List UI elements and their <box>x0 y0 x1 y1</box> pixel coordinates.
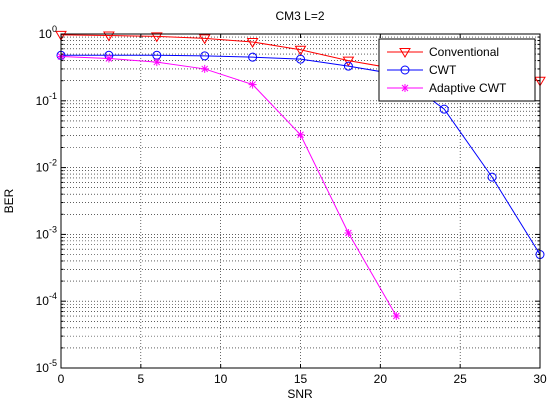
data-point <box>439 104 449 114</box>
series-line <box>60 56 397 317</box>
chart-title: CM3 L=2 <box>275 9 324 23</box>
y-tick-label: 100 <box>39 24 57 41</box>
data-point <box>343 61 353 71</box>
y-tick-label: 10-3 <box>36 224 57 241</box>
data-point <box>399 48 411 58</box>
x-axis-label: SNR <box>287 387 313 401</box>
data-point <box>150 32 163 43</box>
data-point <box>296 130 305 139</box>
y-tick-label: 10-4 <box>36 291 57 308</box>
data-point <box>248 80 257 89</box>
data-point <box>200 51 210 61</box>
series-layer <box>55 30 546 321</box>
data-point <box>103 31 115 42</box>
data-point <box>392 312 401 321</box>
y-tick-label: 10-2 <box>36 158 57 175</box>
data-point <box>401 84 409 92</box>
legend-entry-label: CWT <box>429 63 457 77</box>
data-point <box>400 65 410 75</box>
data-point <box>152 58 161 67</box>
data-point <box>248 52 258 62</box>
x-tick-label: 10 <box>214 372 228 386</box>
series-line <box>61 54 541 255</box>
x-tick-label: 25 <box>453 372 467 386</box>
x-tick-label: 5 <box>137 372 144 386</box>
data-point <box>200 64 209 73</box>
y-axis-label: BER <box>2 188 16 213</box>
x-tick-label: 0 <box>58 372 65 386</box>
legend: Conventional CWT Adaptive CWT <box>378 38 536 102</box>
legend-entry-label: Adaptive CWT <box>429 81 507 95</box>
data-point <box>198 34 211 45</box>
x-tick-label: 30 <box>533 372 547 386</box>
x-tick-label: 20 <box>374 372 388 386</box>
data-point <box>487 172 497 182</box>
data-point <box>342 56 355 67</box>
data-point <box>55 30 67 41</box>
legend-entry-label: Conventional <box>429 45 499 59</box>
y-tick-label: 10-5 <box>36 358 57 375</box>
data-point <box>296 54 305 64</box>
ticks: 0 5 10 15 20 25 30 100 10-1 10-2 10-3 10-4 10-5 <box>36 24 547 386</box>
x-tick-label: 15 <box>294 372 308 386</box>
data-point <box>294 45 307 56</box>
y-tick-label: 10-1 <box>36 91 57 108</box>
data-point <box>344 228 353 237</box>
data-point <box>104 54 113 63</box>
data-point <box>246 37 259 48</box>
